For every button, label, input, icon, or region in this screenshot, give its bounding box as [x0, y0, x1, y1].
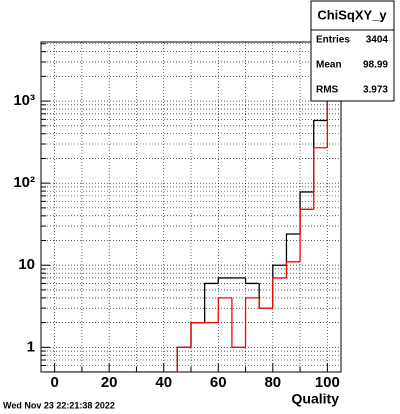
bin — [190, 321, 205, 348]
histograms — [41, 88, 341, 372]
x-tick-label: 60 — [210, 374, 227, 391]
bin — [217, 277, 232, 284]
x-tick-label: 20 — [101, 374, 118, 391]
bin — [285, 233, 301, 266]
bin — [285, 261, 301, 278]
y-tick-label: 10³ — [13, 92, 35, 109]
grid — [41, 42, 341, 372]
stats-label: Mean — [316, 60, 342, 71]
x-tick-label: 80 — [264, 374, 281, 391]
bin — [299, 208, 314, 262]
bin — [272, 277, 287, 309]
y-tick-label: 10² — [13, 174, 35, 191]
x-tick-label: 0 — [50, 374, 58, 391]
bin — [244, 297, 260, 348]
stats-box — [310, 0, 395, 102]
bin — [217, 297, 232, 323]
stats-value: 3.973 — [363, 85, 388, 96]
bin — [190, 321, 205, 348]
y-tick-label: 1 — [27, 338, 35, 355]
x-axis-label: Quality — [292, 391, 340, 407]
x-tick-label: 100 — [315, 374, 340, 391]
bin — [313, 119, 328, 193]
bin — [231, 297, 246, 348]
bin — [258, 297, 273, 309]
stats-title: ChiSqXY_y — [317, 7, 387, 22]
bin — [299, 191, 314, 235]
stats-label: Entries — [316, 35, 350, 46]
timestamp: Wed Nov 23 22:21:38 2022 — [3, 400, 115, 410]
y-tick-label: 10 — [18, 256, 35, 273]
stats-label: RMS — [316, 85, 339, 96]
stats-value: 3404 — [366, 35, 389, 46]
bin — [203, 282, 219, 323]
bin — [258, 283, 273, 309]
bin — [176, 346, 191, 372]
bin — [272, 264, 287, 309]
stats-value: 98.99 — [363, 60, 388, 71]
bin — [244, 277, 260, 285]
bin — [313, 147, 328, 210]
x-tick-label: 40 — [155, 374, 172, 391]
